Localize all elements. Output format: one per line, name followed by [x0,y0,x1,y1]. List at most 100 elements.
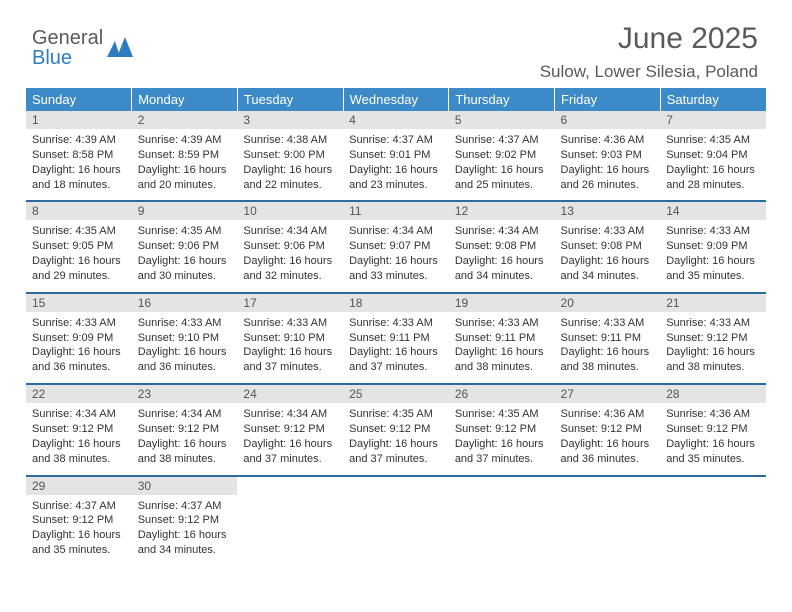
day-number: 6 [555,111,661,129]
calendar-cell: 25Sunrise: 4:35 AMSunset: 9:12 PMDayligh… [343,384,449,475]
calendar-cell: 11Sunrise: 4:34 AMSunset: 9:07 PMDayligh… [343,201,449,292]
calendar-cell: 20Sunrise: 4:33 AMSunset: 9:11 PMDayligh… [555,293,661,384]
day-number: 21 [660,294,766,312]
calendar-body: 1Sunrise: 4:39 AMSunset: 8:58 PMDaylight… [26,111,766,566]
brand-logo: General Blue [32,28,133,68]
weekday-header: Saturday [660,88,766,111]
day-details: Sunrise: 4:34 AMSunset: 9:06 PMDaylight:… [237,220,343,291]
day-number: 9 [132,202,238,220]
weekday-header: Thursday [449,88,555,111]
day-number: 25 [343,385,449,403]
calendar-cell: 8Sunrise: 4:35 AMSunset: 9:05 PMDaylight… [26,201,132,292]
day-details: Sunrise: 4:37 AMSunset: 9:01 PMDaylight:… [343,129,449,200]
day-number: 5 [449,111,555,129]
day-details: Sunrise: 4:37 AMSunset: 9:12 PMDaylight:… [132,495,238,566]
day-details: Sunrise: 4:34 AMSunset: 9:07 PMDaylight:… [343,220,449,291]
day-details: Sunrise: 4:36 AMSunset: 9:12 PMDaylight:… [555,403,661,474]
day-number: 28 [660,385,766,403]
calendar-cell: 22Sunrise: 4:34 AMSunset: 9:12 PMDayligh… [26,384,132,475]
day-number: 1 [26,111,132,129]
weekday-header: Friday [555,88,661,111]
calendar-row: 15Sunrise: 4:33 AMSunset: 9:09 PMDayligh… [26,293,766,384]
day-number: 22 [26,385,132,403]
day-details: Sunrise: 4:34 AMSunset: 9:08 PMDaylight:… [449,220,555,291]
day-details: Sunrise: 4:37 AMSunset: 9:12 PMDaylight:… [26,495,132,566]
calendar-cell: 14Sunrise: 4:33 AMSunset: 9:09 PMDayligh… [660,201,766,292]
calendar-row: 29Sunrise: 4:37 AMSunset: 9:12 PMDayligh… [26,476,766,566]
calendar-cell: 30Sunrise: 4:37 AMSunset: 9:12 PMDayligh… [132,476,238,566]
weekday-header: Sunday [26,88,132,111]
brand-mark-icon [107,35,133,62]
calendar-cell: 6Sunrise: 4:36 AMSunset: 9:03 PMDaylight… [555,111,661,201]
calendar-cell: 24Sunrise: 4:34 AMSunset: 9:12 PMDayligh… [237,384,343,475]
day-number: 16 [132,294,238,312]
day-number: 24 [237,385,343,403]
day-details: Sunrise: 4:33 AMSunset: 9:09 PMDaylight:… [660,220,766,291]
calendar-cell: 2Sunrise: 4:39 AMSunset: 8:59 PMDaylight… [132,111,238,201]
calendar-cell [237,476,343,566]
calendar-row: 8Sunrise: 4:35 AMSunset: 9:05 PMDaylight… [26,201,766,292]
day-details: Sunrise: 4:33 AMSunset: 9:09 PMDaylight:… [26,312,132,383]
day-details: Sunrise: 4:34 AMSunset: 9:12 PMDaylight:… [132,403,238,474]
day-details: Sunrise: 4:33 AMSunset: 9:12 PMDaylight:… [660,312,766,383]
page-title: June 2025 [540,22,758,56]
day-number: 11 [343,202,449,220]
day-details: Sunrise: 4:34 AMSunset: 9:12 PMDaylight:… [237,403,343,474]
calendar-cell: 1Sunrise: 4:39 AMSunset: 8:58 PMDaylight… [26,111,132,201]
day-number: 17 [237,294,343,312]
day-number: 8 [26,202,132,220]
day-number: 14 [660,202,766,220]
weekday-header-row: SundayMondayTuesdayWednesdayThursdayFrid… [26,88,766,111]
calendar-cell: 19Sunrise: 4:33 AMSunset: 9:11 PMDayligh… [449,293,555,384]
weekday-header: Wednesday [343,88,449,111]
calendar-cell: 18Sunrise: 4:33 AMSunset: 9:11 PMDayligh… [343,293,449,384]
day-details: Sunrise: 4:35 AMSunset: 9:12 PMDaylight:… [449,403,555,474]
calendar-cell: 5Sunrise: 4:37 AMSunset: 9:02 PMDaylight… [449,111,555,201]
calendar-cell: 12Sunrise: 4:34 AMSunset: 9:08 PMDayligh… [449,201,555,292]
day-number: 19 [449,294,555,312]
brand-text: General Blue [32,28,103,68]
page-header: June 2025 Sulow, Lower Silesia, Poland [540,22,758,82]
day-number: 15 [26,294,132,312]
calendar-cell: 13Sunrise: 4:33 AMSunset: 9:08 PMDayligh… [555,201,661,292]
calendar-cell: 16Sunrise: 4:33 AMSunset: 9:10 PMDayligh… [132,293,238,384]
day-number: 23 [132,385,238,403]
day-details: Sunrise: 4:33 AMSunset: 9:10 PMDaylight:… [132,312,238,383]
day-details: Sunrise: 4:33 AMSunset: 9:11 PMDaylight:… [449,312,555,383]
calendar-cell: 7Sunrise: 4:35 AMSunset: 9:04 PMDaylight… [660,111,766,201]
day-details: Sunrise: 4:37 AMSunset: 9:02 PMDaylight:… [449,129,555,200]
calendar-cell [660,476,766,566]
calendar-row: 1Sunrise: 4:39 AMSunset: 8:58 PMDaylight… [26,111,766,201]
brand-part2: Blue [32,47,72,69]
day-details: Sunrise: 4:36 AMSunset: 9:12 PMDaylight:… [660,403,766,474]
day-details: Sunrise: 4:33 AMSunset: 9:08 PMDaylight:… [555,220,661,291]
day-number: 10 [237,202,343,220]
calendar-cell [449,476,555,566]
weekday-header: Tuesday [237,88,343,111]
calendar-cell: 23Sunrise: 4:34 AMSunset: 9:12 PMDayligh… [132,384,238,475]
location-text: Sulow, Lower Silesia, Poland [540,62,758,82]
day-details: Sunrise: 4:39 AMSunset: 8:59 PMDaylight:… [132,129,238,200]
calendar-cell: 27Sunrise: 4:36 AMSunset: 9:12 PMDayligh… [555,384,661,475]
day-number: 27 [555,385,661,403]
calendar-cell [343,476,449,566]
day-details: Sunrise: 4:35 AMSunset: 9:04 PMDaylight:… [660,129,766,200]
calendar-row: 22Sunrise: 4:34 AMSunset: 9:12 PMDayligh… [26,384,766,475]
day-details: Sunrise: 4:34 AMSunset: 9:12 PMDaylight:… [26,403,132,474]
calendar-table: SundayMondayTuesdayWednesdayThursdayFrid… [26,88,766,566]
calendar-cell: 10Sunrise: 4:34 AMSunset: 9:06 PMDayligh… [237,201,343,292]
calendar-cell [555,476,661,566]
weekday-header: Monday [132,88,238,111]
day-number: 18 [343,294,449,312]
day-details: Sunrise: 4:36 AMSunset: 9:03 PMDaylight:… [555,129,661,200]
day-number: 29 [26,477,132,495]
calendar-cell: 29Sunrise: 4:37 AMSunset: 9:12 PMDayligh… [26,476,132,566]
day-number: 2 [132,111,238,129]
day-number: 4 [343,111,449,129]
day-details: Sunrise: 4:35 AMSunset: 9:05 PMDaylight:… [26,220,132,291]
day-details: Sunrise: 4:33 AMSunset: 9:11 PMDaylight:… [343,312,449,383]
brand-part1: General [32,27,103,49]
day-details: Sunrise: 4:35 AMSunset: 9:06 PMDaylight:… [132,220,238,291]
day-details: Sunrise: 4:33 AMSunset: 9:11 PMDaylight:… [555,312,661,383]
calendar-cell: 17Sunrise: 4:33 AMSunset: 9:10 PMDayligh… [237,293,343,384]
